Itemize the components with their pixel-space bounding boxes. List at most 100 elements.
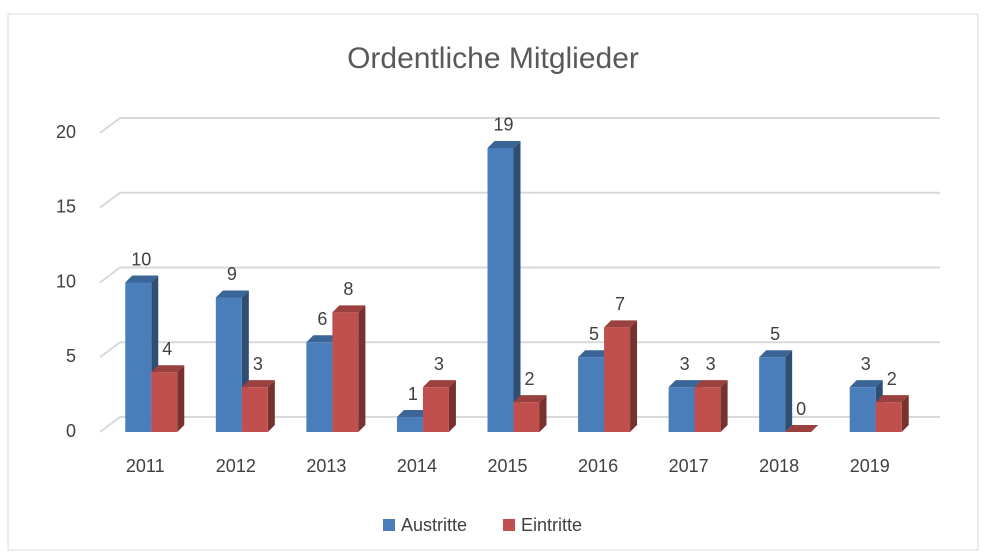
bar-side bbox=[720, 380, 728, 432]
bar-front bbox=[759, 357, 786, 432]
bar-top bbox=[875, 395, 909, 403]
bar-top bbox=[785, 425, 819, 432]
y-tick-label: 15 bbox=[56, 197, 76, 217]
bar-side bbox=[448, 380, 456, 432]
chart-title: Ordentliche Mitglieder bbox=[347, 42, 639, 75]
legend-label: Austritte bbox=[401, 515, 467, 535]
y-tick-label: 20 bbox=[56, 122, 76, 142]
bar-top bbox=[849, 380, 883, 388]
x-tick-label: 2019 bbox=[850, 456, 890, 476]
bar-front bbox=[396, 417, 423, 432]
grid-line bbox=[99, 191, 940, 209]
bar-side bbox=[901, 395, 909, 432]
data-label: 2 bbox=[524, 369, 534, 389]
bar-top bbox=[668, 380, 702, 388]
data-label: 7 bbox=[615, 294, 625, 314]
legend-swatch bbox=[383, 519, 395, 531]
bar-front bbox=[668, 387, 695, 432]
bar-front bbox=[875, 402, 902, 432]
bar bbox=[759, 350, 793, 432]
x-tick-label: 2015 bbox=[487, 456, 527, 476]
bar-front bbox=[215, 297, 242, 432]
bar bbox=[151, 365, 185, 432]
bar-side bbox=[513, 140, 521, 432]
grid-line bbox=[99, 117, 940, 134]
bar-top bbox=[332, 305, 366, 313]
bar-front bbox=[422, 387, 449, 432]
y-tick-label: 0 bbox=[66, 421, 76, 441]
bar-front bbox=[604, 327, 631, 432]
data-label: 10 bbox=[131, 249, 151, 269]
bar-front bbox=[487, 147, 514, 432]
bar-top bbox=[396, 410, 430, 418]
bar-top bbox=[759, 350, 793, 358]
bar bbox=[694, 380, 728, 432]
bar bbox=[241, 380, 275, 432]
bar bbox=[604, 320, 638, 432]
bar-top bbox=[306, 335, 340, 343]
data-label: 3 bbox=[861, 354, 871, 374]
bar-top bbox=[422, 380, 456, 388]
data-label: 3 bbox=[253, 354, 263, 374]
data-label: 3 bbox=[434, 354, 444, 374]
x-tick-label: 2011 bbox=[126, 456, 165, 476]
x-tick-label: 2017 bbox=[669, 456, 709, 476]
bar-front bbox=[332, 312, 359, 432]
data-label: 8 bbox=[343, 279, 353, 299]
bar-side bbox=[177, 365, 185, 432]
data-label: 5 bbox=[589, 324, 599, 344]
bar-top bbox=[241, 380, 275, 388]
bar-top bbox=[604, 320, 638, 328]
bar-top bbox=[215, 290, 249, 298]
bar-front bbox=[125, 282, 152, 432]
bar-top bbox=[487, 140, 521, 148]
bar-side bbox=[267, 380, 275, 432]
bar bbox=[513, 395, 547, 432]
bar-front bbox=[306, 342, 333, 432]
bar-top bbox=[694, 380, 728, 388]
bar-front bbox=[241, 387, 268, 432]
bar-front bbox=[513, 402, 540, 432]
bar bbox=[215, 290, 249, 432]
bar bbox=[785, 425, 819, 432]
y-tick-label: 10 bbox=[56, 271, 76, 291]
bar-front bbox=[694, 387, 721, 432]
bar-top bbox=[125, 275, 159, 283]
bar bbox=[875, 395, 909, 432]
data-label: 5 bbox=[770, 324, 780, 344]
bar-top bbox=[513, 395, 547, 403]
bar bbox=[125, 275, 159, 432]
grid-line bbox=[99, 416, 940, 433]
x-tick-label: 2014 bbox=[397, 456, 437, 476]
bar-top bbox=[578, 350, 612, 358]
bar bbox=[422, 380, 456, 432]
data-label: 4 bbox=[162, 339, 172, 359]
data-label: 0 bbox=[796, 399, 806, 419]
grid-line bbox=[99, 341, 940, 359]
x-tick-label: 2012 bbox=[216, 456, 256, 476]
data-label: 3 bbox=[680, 354, 690, 374]
grid-line bbox=[99, 266, 940, 284]
bar-front bbox=[151, 372, 178, 432]
legend-swatch bbox=[503, 519, 516, 531]
x-tick-label: 2013 bbox=[306, 456, 346, 476]
data-label: 2 bbox=[887, 369, 897, 389]
x-tick-label: 2016 bbox=[578, 456, 618, 476]
bar-side bbox=[630, 320, 638, 432]
bar bbox=[487, 140, 521, 432]
bar-front bbox=[578, 357, 605, 432]
data-label: 3 bbox=[706, 354, 716, 374]
bar-front bbox=[849, 387, 876, 432]
x-tick-label: 2018 bbox=[759, 456, 799, 476]
data-label: 19 bbox=[493, 115, 513, 135]
legend-label: Eintritte bbox=[521, 515, 582, 535]
bar-side bbox=[785, 350, 793, 432]
data-label: 6 bbox=[317, 309, 327, 329]
bar-side bbox=[358, 305, 366, 432]
data-label: 1 bbox=[408, 384, 418, 404]
data-label: 9 bbox=[227, 264, 237, 284]
bar-side bbox=[539, 395, 547, 432]
bar-top bbox=[151, 365, 185, 373]
y-tick-label: 5 bbox=[66, 346, 76, 366]
